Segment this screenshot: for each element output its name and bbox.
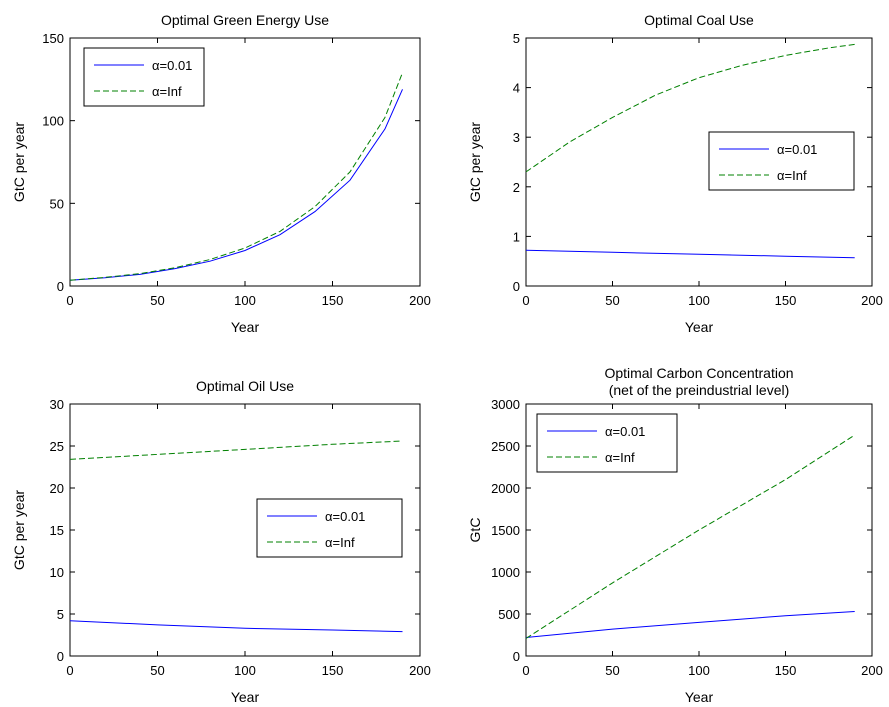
- y-tick-label: 2500: [491, 439, 520, 454]
- x-tick-label: 150: [322, 293, 344, 308]
- x-tick-label: 200: [409, 663, 431, 678]
- series-line-alpha-inf: [525, 43, 855, 173]
- legend: α=0.01 α=Inf: [708, 131, 855, 191]
- y-tick-label: 25: [50, 439, 64, 454]
- y-tick-label: 3000: [491, 397, 520, 412]
- legend-label: α=0.01: [325, 509, 365, 524]
- y-tick-label: 5: [513, 31, 520, 46]
- y-tick-label: 10: [50, 565, 64, 580]
- x-tick-label: 100: [234, 293, 256, 308]
- y-tick-label: 20: [50, 481, 64, 496]
- series-line-alpha-0-01: [525, 249, 855, 259]
- x-tick-label: 0: [66, 293, 73, 308]
- legend-box: [83, 47, 205, 107]
- y-axis-label: GtC: [467, 518, 483, 543]
- panel-green-energy: 0 50 100 150 200 0 50 100 150 Optimal Green Energ…: [11, 12, 431, 335]
- x-tick-label: 50: [150, 663, 164, 678]
- legend: α=0.01 α=Inf: [83, 47, 205, 107]
- series-line-alpha-inf: [525, 434, 855, 639]
- y-tick-label: 2000: [491, 481, 520, 496]
- x-tick-label: 0: [66, 663, 73, 678]
- y-tick-label: 4: [513, 81, 520, 96]
- y-tick-label: 100: [42, 114, 64, 129]
- x-tick-label: 100: [688, 663, 710, 678]
- legend-box: [256, 498, 403, 558]
- x-axis-label: Year: [231, 319, 260, 335]
- y-tick-label: 1: [513, 229, 520, 244]
- x-tick-label: 0: [522, 293, 529, 308]
- legend-label: α=0.01: [777, 142, 817, 157]
- y-tick-label: 15: [50, 523, 64, 538]
- panel-oil: 0 50 100 150 200 0 5 10 15 20 25 30 Optimal Oil Use Y…: [11, 378, 431, 705]
- legend-label: α=Inf: [777, 168, 807, 183]
- y-axis-label: GtC per year: [11, 490, 27, 570]
- legend-box: [536, 413, 678, 473]
- legend: α=0.01 α=Inf: [256, 498, 403, 558]
- legend-label: α=0.01: [152, 58, 192, 73]
- y-tick-label: 3: [513, 130, 520, 145]
- legend-label: α=Inf: [605, 450, 635, 465]
- x-tick-label: 150: [775, 663, 797, 678]
- x-tick-label: 0: [522, 663, 529, 678]
- x-tick-label: 150: [322, 663, 344, 678]
- chart-title: Optimal Oil Use: [196, 378, 294, 394]
- legend: α=0.01 α=Inf: [536, 413, 678, 473]
- chart-title: Optimal Green Energy Use: [161, 12, 329, 28]
- x-tick-label: 150: [775, 293, 797, 308]
- y-tick-label: 0: [57, 279, 64, 294]
- y-tick-label: 500: [498, 607, 520, 622]
- x-tick-label: 100: [234, 663, 256, 678]
- series-line-alpha-inf: [69, 72, 403, 281]
- series-line-alpha-0-01: [69, 89, 403, 281]
- series-line-alpha-0-01: [69, 620, 403, 633]
- x-axis-label: Year: [685, 689, 714, 705]
- x-tick-label: 200: [409, 293, 431, 308]
- y-tick-label: 0: [513, 649, 520, 664]
- y-tick-label: 1500: [491, 523, 520, 538]
- x-tick-label: 200: [861, 293, 883, 308]
- x-tick-label: 50: [605, 293, 619, 308]
- y-tick-label: 30: [50, 397, 64, 412]
- series-line-alpha-0-01: [525, 611, 855, 638]
- y-tick-label: 2: [513, 180, 520, 195]
- chart-title: Optimal Coal Use: [644, 12, 754, 28]
- y-tick-label: 0: [57, 649, 64, 664]
- y-axis-label: GtC per year: [467, 122, 483, 202]
- y-tick-label: 50: [50, 196, 64, 211]
- x-tick-label: 50: [150, 293, 164, 308]
- chart-subtitle: (net of the preindustrial level): [609, 382, 790, 398]
- series-line-alpha-inf: [69, 440, 403, 460]
- chart-title: Optimal Carbon Concentration: [604, 365, 793, 381]
- panel-carbon-concentration: 0 50 100 150 200050010001500200025003000Opti…: [467, 365, 883, 705]
- y-tick-label: 0: [513, 279, 520, 294]
- x-tick-label: 200: [861, 663, 883, 678]
- x-axis-label: Year: [231, 689, 260, 705]
- panel-coal: 0 50 100 150 200 0 1 2 3 4 5 Optimal Coal Use Year Gt…: [467, 12, 883, 335]
- y-tick-label: 1000: [491, 565, 520, 580]
- y-tick-label: 150: [42, 31, 64, 46]
- x-tick-label: 50: [605, 663, 619, 678]
- x-tick-label: 100: [688, 293, 710, 308]
- legend-label: α=Inf: [152, 84, 182, 99]
- legend-label: α=Inf: [325, 535, 355, 550]
- y-tick-label: 5: [57, 607, 64, 622]
- legend-label: α=0.01: [605, 424, 645, 439]
- legend-box: [708, 131, 855, 191]
- x-axis-label: Year: [685, 319, 714, 335]
- y-axis-label: GtC per year: [11, 122, 27, 202]
